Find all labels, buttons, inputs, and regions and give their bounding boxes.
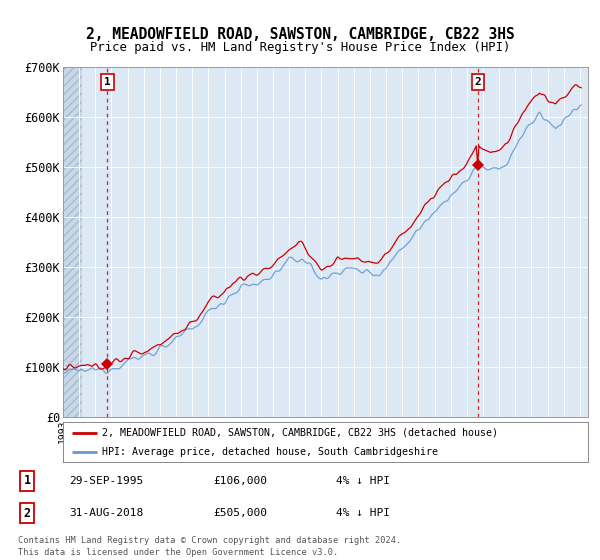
Text: 31-AUG-2018: 31-AUG-2018 [69,508,143,518]
Text: 1: 1 [23,474,31,487]
Bar [63,67,82,417]
Text: 1: 1 [104,77,111,87]
Text: 29-SEP-1995: 29-SEP-1995 [69,476,143,486]
Text: £505,000: £505,000 [213,508,267,518]
Text: 2, MEADOWFIELD ROAD, SAWSTON, CAMBRIDGE, CB22 3HS: 2, MEADOWFIELD ROAD, SAWSTON, CAMBRIDGE,… [86,27,514,42]
Text: 2: 2 [23,507,31,520]
Text: £106,000: £106,000 [213,476,267,486]
Text: 4% ↓ HPI: 4% ↓ HPI [336,508,390,518]
Text: 2: 2 [474,77,481,87]
Text: 2, MEADOWFIELD ROAD, SAWSTON, CAMBRIDGE, CB22 3HS (detached house): 2, MEADOWFIELD ROAD, SAWSTON, CAMBRIDGE,… [103,428,499,437]
Text: HPI: Average price, detached house, South Cambridgeshire: HPI: Average price, detached house, Sout… [103,447,439,457]
Text: Price paid vs. HM Land Registry's House Price Index (HPI): Price paid vs. HM Land Registry's House … [90,40,510,54]
Text: Contains HM Land Registry data © Crown copyright and database right 2024.
This d: Contains HM Land Registry data © Crown c… [18,536,401,557]
Text: 4% ↓ HPI: 4% ↓ HPI [336,476,390,486]
